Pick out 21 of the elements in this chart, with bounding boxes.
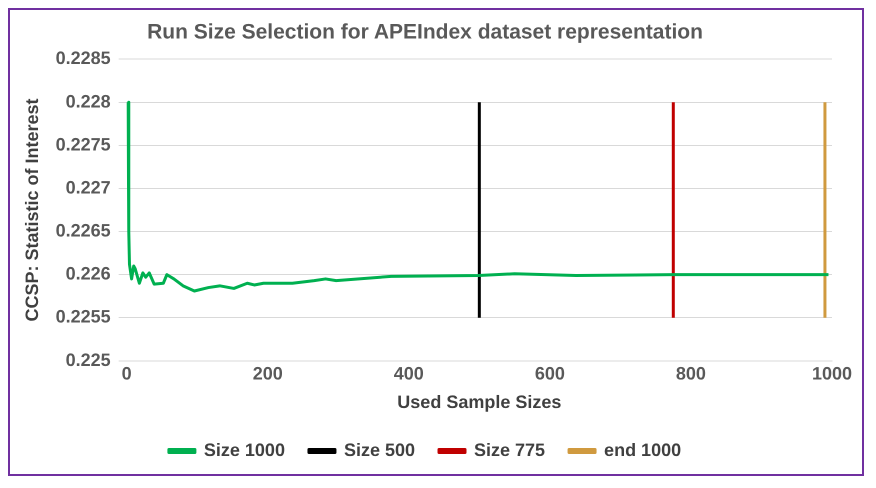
x-tick-label: 600 bbox=[534, 364, 565, 384]
x-tick-label: 400 bbox=[394, 364, 424, 384]
y-tick-label: 0.226 bbox=[66, 264, 111, 284]
y-tick-label: 0.228 bbox=[66, 91, 111, 112]
y-tick-label: 0.2265 bbox=[56, 220, 111, 241]
y-tick-label: 0.227 bbox=[66, 177, 111, 198]
x-axis-title: Used Sample Sizes bbox=[397, 392, 562, 412]
legend-label: Size 1000 bbox=[204, 440, 285, 460]
x-tick-label: 200 bbox=[252, 364, 283, 384]
chart-title: Run Size Selection for APEIndex dataset representation bbox=[147, 20, 703, 44]
x-tick-label: 800 bbox=[676, 364, 706, 384]
y-tick-label: 0.225 bbox=[66, 350, 111, 370]
y-tick-label: 0.2275 bbox=[56, 134, 111, 154]
y-tick-label: 0.2285 bbox=[56, 48, 111, 68]
legend-label: Size 500 bbox=[344, 440, 416, 460]
x-tick-label: 1000 bbox=[812, 364, 852, 384]
y-tick-label: 0.2255 bbox=[56, 306, 111, 327]
y-axis-title: CCSP: Statistic of Interest bbox=[22, 98, 42, 322]
x-tick-label: 0 bbox=[122, 364, 132, 384]
legend-label: Size 775 bbox=[474, 440, 546, 460]
legend-label: end 1000 bbox=[604, 440, 682, 460]
